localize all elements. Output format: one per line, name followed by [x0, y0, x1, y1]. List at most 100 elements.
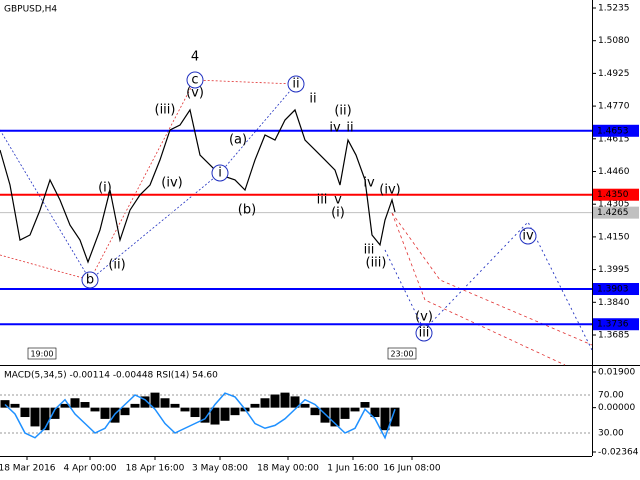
level-label: 1.4653 [597, 126, 629, 136]
wave-label: ii [346, 121, 353, 136]
y2-tick-label: 70.00 [598, 391, 624, 401]
wave-label: i [218, 166, 222, 181]
level-label: 1.3736 [597, 320, 629, 330]
wave-label: b [86, 273, 94, 288]
macd-bar [0, 400, 10, 408]
level-label: 1.4265 [597, 208, 629, 218]
y-tick-label: -0.02364 [598, 448, 639, 458]
wave-label: (a) [229, 133, 247, 148]
x-tick-label: 4 Apr 00:00 [64, 464, 117, 474]
wave-label: (i) [331, 206, 345, 221]
wave-label: 4 [191, 50, 199, 65]
macd-bar [10, 403, 20, 408]
price-line [0, 108, 396, 264]
wave-label: (iii) [366, 256, 387, 271]
macd-bar [340, 407, 350, 419]
wave-label: (iv) [379, 183, 400, 198]
projection-line [384, 221, 593, 351]
macd-bar [100, 407, 110, 419]
macd-bar [380, 407, 390, 431]
x-tick-label: 18 Mar 2016 [0, 464, 56, 474]
indicator-title: MACD(5,34,5) -0.00114 -0.00448 RSI(14) 5… [4, 371, 218, 381]
wave-circle [287, 75, 305, 93]
macd-bar [390, 407, 400, 427]
wave-label: v [334, 193, 342, 208]
wave-label: iii [419, 326, 430, 341]
macd-bar [300, 403, 310, 408]
rsi-line [4, 392, 396, 440]
macd-bar [370, 407, 380, 418]
y-tick-label: 1.3840 [598, 298, 630, 308]
level-box [593, 206, 639, 219]
wave-label: iii [364, 243, 375, 258]
wave-circle [211, 164, 229, 182]
macd-bar [20, 407, 30, 418]
y-tick-label: 0.01900 [598, 368, 635, 378]
macd-bar [220, 407, 230, 421]
level-box [593, 124, 639, 137]
macd-bar [50, 407, 60, 419]
chart-title: GBPUSD,H4 [4, 5, 57, 15]
wave-circle [81, 271, 99, 289]
macd-bar [320, 407, 330, 423]
level-label: 1.3903 [597, 285, 629, 295]
projection-line [0, 79, 296, 281]
macd-bar [160, 398, 170, 408]
wave-circle [519, 227, 537, 245]
level-box [593, 318, 639, 331]
y-tick-label: 1.5235 [598, 4, 630, 14]
time-strip: 19:00 23:00 [27, 347, 417, 360]
macd-bar [190, 407, 200, 418]
macd-bar [310, 407, 320, 416]
time-marker-box [387, 347, 417, 360]
wave-label: iv [522, 229, 534, 244]
macd-bar [150, 392, 160, 408]
macd-bar [270, 394, 280, 408]
y-tick-label: 1.4150 [598, 232, 630, 242]
x-tick-label: 1 Jun 16:00 [327, 464, 379, 474]
x-tick-label: 18 Apr 16:00 [126, 464, 185, 474]
x-tick-label: 18 May 00:00 [257, 464, 319, 474]
projection-line [0, 83, 297, 281]
macd-bar [360, 402, 370, 408]
wave-label: (b) [238, 203, 256, 218]
macd-bar [120, 407, 130, 416]
wave-label: c [191, 73, 198, 88]
wave-label: ii [309, 92, 316, 107]
macd-bar [200, 407, 210, 423]
macd-bar [230, 407, 240, 416]
macd-bar [290, 396, 300, 408]
macd-bar [350, 407, 360, 412]
x-tick-label: 16 Jun 08:00 [383, 464, 440, 474]
macd-bar [40, 407, 50, 431]
macd-bar [250, 403, 260, 408]
wave-label: (v) [415, 310, 433, 325]
macd-bar [180, 407, 190, 412]
macd-bar [70, 398, 80, 408]
macd-bar [90, 407, 100, 412]
wave-label: (v) [186, 86, 204, 101]
macd-bar [30, 407, 40, 427]
y-tick-label: 1.4770 [598, 102, 630, 112]
wave-label: (ii) [108, 258, 125, 273]
y-tick-label: 1.4615 [598, 134, 630, 144]
time-marker-box [27, 347, 57, 360]
macd-bar [170, 403, 180, 408]
y-tick-label: 1.4305 [598, 200, 630, 210]
macd-bar [130, 403, 140, 408]
level-box [593, 188, 639, 201]
y-tick-label: 1.3685 [598, 331, 630, 341]
macd-bar [260, 398, 270, 408]
x-tick-label: 3 May 08:00 [192, 464, 248, 474]
wave-label: (iii) [155, 103, 176, 118]
projection-line [391, 212, 566, 366]
y-tick-label: 1.5080 [598, 36, 630, 46]
y-tick-label: 1.4925 [598, 69, 630, 79]
time-marker: 23:00 [390, 350, 413, 359]
y2-tick-label: 30.00 [598, 429, 624, 439]
macd-bar [80, 402, 90, 408]
macd-bar [140, 396, 150, 408]
wave-circle [415, 324, 433, 342]
y-tick-label: 0.00000 [598, 403, 635, 413]
